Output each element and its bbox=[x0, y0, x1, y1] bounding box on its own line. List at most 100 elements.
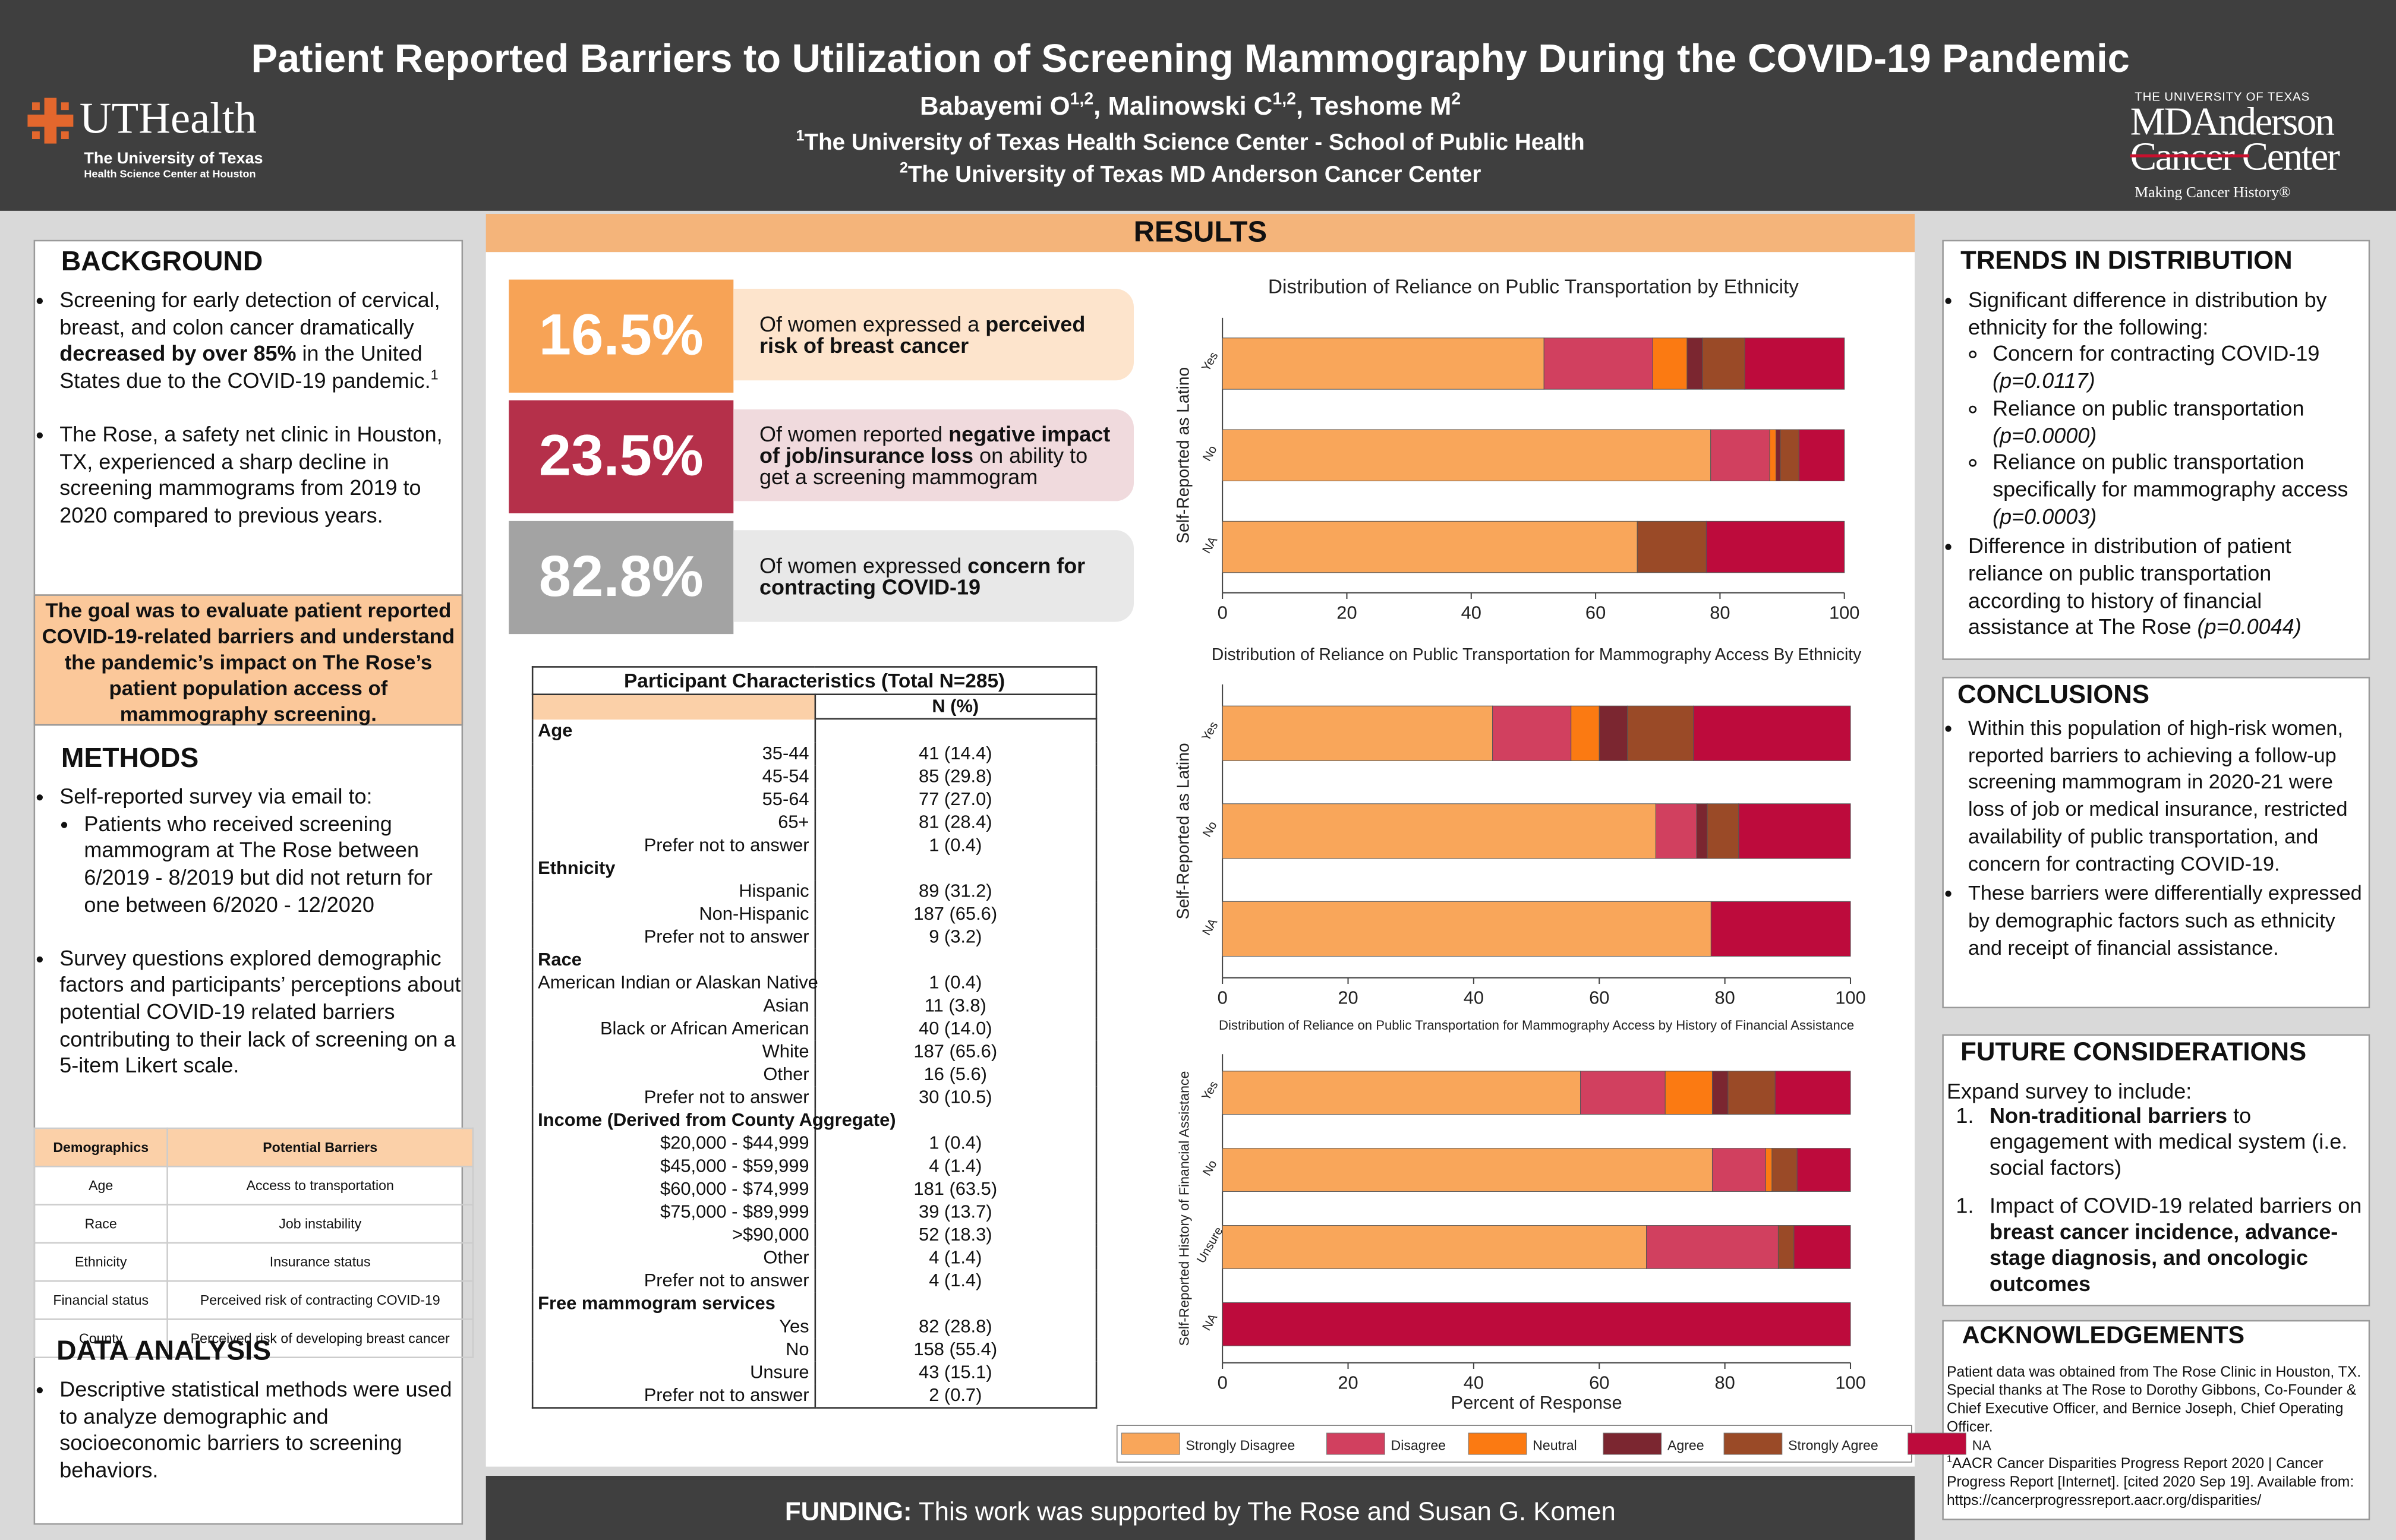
row-label: 65+ bbox=[531, 811, 815, 834]
text: Of women expressed bbox=[759, 553, 968, 578]
text: 1,2 bbox=[1272, 90, 1296, 109]
x-tick-label: 100 bbox=[1835, 987, 1865, 1008]
text: Difference in distribution of patient re… bbox=[1968, 534, 2291, 639]
x-tick-label: 40 bbox=[1464, 1372, 1484, 1393]
x-tick-label: 0 bbox=[1218, 987, 1228, 1008]
table-row: No 158 (55.4) bbox=[531, 1338, 1098, 1362]
legend-swatch bbox=[1723, 1432, 1783, 1455]
text: AACR Cancer Disparities Progress Report … bbox=[1947, 1456, 2354, 1510]
list-item: The Rose, a safety net clinic in Houston… bbox=[59, 421, 461, 529]
table-row: $20,000 - $44,999 1 (0.4) bbox=[531, 1132, 1098, 1155]
text: Concern for contracting COVID-19 bbox=[1993, 341, 2320, 366]
cell: Insurance status bbox=[166, 1242, 474, 1282]
row-value: 4 (1.4) bbox=[814, 1155, 1098, 1178]
row-label: >$90,000 bbox=[531, 1223, 815, 1247]
text: The University of Texas Health Science C… bbox=[804, 130, 1585, 156]
paragraph: Patient data was obtained from The Rose … bbox=[1947, 1364, 2362, 1437]
cell bbox=[814, 718, 1098, 743]
table-row: Other 4 (1.4) bbox=[531, 1246, 1098, 1270]
row-value: 52 (18.3) bbox=[814, 1223, 1098, 1247]
x-tick-label: 20 bbox=[1338, 1372, 1358, 1393]
trends-panel bbox=[1942, 239, 2370, 660]
text: Descriptive statistical methods were use… bbox=[59, 1376, 452, 1482]
logo-text: MDAnderson bbox=[2130, 99, 2335, 144]
text: Patient data was obtained from The Rose … bbox=[1947, 1364, 2362, 1437]
bullet-list: Within this population of high-risk wome… bbox=[1945, 715, 2367, 964]
row-value: 2 (0.7) bbox=[814, 1384, 1098, 1409]
marker: 1. bbox=[1956, 1193, 1974, 1218]
row-label: Hispanic bbox=[531, 880, 815, 903]
table-row: White 187 (65.6) bbox=[531, 1040, 1098, 1064]
section-row: Free mammogram services bbox=[531, 1292, 1098, 1315]
header-cell: Demographics bbox=[33, 1127, 168, 1167]
table-row: Ethnicity Insurance status bbox=[33, 1242, 474, 1282]
row-label: Prefer not to answer bbox=[531, 1384, 815, 1409]
text: This work was supported by The Rose and … bbox=[912, 1497, 1616, 1526]
row-label: Yes bbox=[531, 1315, 815, 1339]
x-tick-label: 80 bbox=[1714, 987, 1735, 1008]
row-label: No bbox=[531, 1338, 815, 1362]
table-row: 35-44 41 (14.4) bbox=[531, 742, 1098, 766]
row-label: Non-Hispanic bbox=[531, 902, 815, 926]
category-label: No bbox=[1200, 443, 1220, 463]
bar-segment bbox=[1580, 1071, 1666, 1115]
x-tick-label: 60 bbox=[1589, 1372, 1609, 1393]
results-heading: RESULTS bbox=[485, 214, 1915, 253]
table-row: Prefer not to answer 2 (0.7) bbox=[531, 1384, 1098, 1409]
paragraph: 1AACR Cancer Disparities Progress Report… bbox=[1947, 1454, 2362, 1511]
cell bbox=[814, 857, 1098, 881]
list-item: Reliance on public transportation (p=0.0… bbox=[1993, 396, 2367, 450]
bar-segment bbox=[1655, 803, 1697, 859]
bar-segment bbox=[1793, 1225, 1851, 1269]
bar-segment bbox=[1652, 337, 1688, 390]
chart-title: Distribution of Reliance on Public Trans… bbox=[1212, 645, 1862, 664]
table-row: $45,000 - $59,999 4 (1.4) bbox=[531, 1155, 1098, 1178]
x-tick-label: 60 bbox=[1585, 602, 1606, 623]
table-row: Race Job instability bbox=[33, 1204, 474, 1244]
section-heading: DATA ANALYSIS bbox=[56, 1335, 272, 1366]
logo-text: The University of Texas bbox=[84, 150, 263, 168]
table-title: Participant Characteristics (Total N=285… bbox=[531, 666, 1098, 695]
table-row: 65+ 81 (28.4) bbox=[531, 811, 1098, 834]
bar-segment bbox=[1222, 1302, 1851, 1346]
table-row: $75,000 - $89,999 39 (13.7) bbox=[531, 1201, 1098, 1224]
list-item: Self-reported survey via email to:Patien… bbox=[59, 784, 461, 919]
row-value: 85 (29.8) bbox=[814, 765, 1098, 788]
bar-segment bbox=[1599, 705, 1628, 761]
funding: FUNDING: This work was supported by The … bbox=[485, 1476, 1915, 1540]
bar-segment bbox=[1710, 901, 1851, 957]
numbered-item: 1. Non-traditional barriers to engagement… bbox=[1956, 1103, 2368, 1181]
section-row: Income (Derived from County Aggregate) bbox=[531, 1109, 1098, 1132]
legend-swatch bbox=[1121, 1432, 1180, 1455]
bar-segment bbox=[1222, 705, 1493, 761]
row-label: $75,000 - $89,999 bbox=[531, 1201, 815, 1224]
bar-segment bbox=[1711, 1148, 1766, 1192]
sub-list: Concern for contracting COVID-19 (p=0.01… bbox=[1968, 341, 2367, 531]
x-tick-label: 20 bbox=[1336, 602, 1357, 623]
row-value: 89 (31.2) bbox=[814, 880, 1098, 903]
table-header: N (%) bbox=[531, 693, 1098, 720]
text: (p=0.0044) bbox=[2197, 614, 2302, 639]
section-heading: Age bbox=[531, 718, 815, 743]
table: Participant Characteristics (Total N=285… bbox=[531, 666, 1098, 1409]
row-label: Other bbox=[531, 1246, 815, 1270]
text: Non-traditional barriers bbox=[1990, 1103, 2228, 1128]
cell: Age bbox=[33, 1165, 168, 1206]
demographics-table: Demographics Potential Barriers Age Access … bbox=[33, 1127, 474, 1359]
chart-title: Distribution of Reliance on Public Trans… bbox=[1268, 276, 1799, 298]
x-axis-label: Percent of Response bbox=[1451, 1392, 1622, 1413]
table-row: 55-64 77 (27.0) bbox=[531, 788, 1098, 812]
text: Screening for early detection of cervica… bbox=[59, 287, 440, 339]
text: Reliance on public transportation specif… bbox=[1993, 449, 2348, 501]
text: FUNDING: bbox=[784, 1497, 912, 1526]
section-heading: CONCLUSIONS bbox=[1957, 680, 2150, 709]
stat-value: 16.5% bbox=[509, 279, 734, 393]
authors: Babayemi O1,2, Malinowski C1,2, Teshome … bbox=[0, 91, 2381, 122]
row-label: 55-64 bbox=[531, 788, 815, 812]
cell: Job instability bbox=[166, 1204, 474, 1244]
text: (p=0.0000) bbox=[1993, 422, 2097, 447]
table-row: Unsure 43 (15.1) bbox=[531, 1361, 1098, 1384]
category-label: Unsure bbox=[1194, 1225, 1226, 1266]
row-value: 1 (0.4) bbox=[814, 1132, 1098, 1155]
section-heading: BACKGROUND bbox=[61, 246, 263, 277]
